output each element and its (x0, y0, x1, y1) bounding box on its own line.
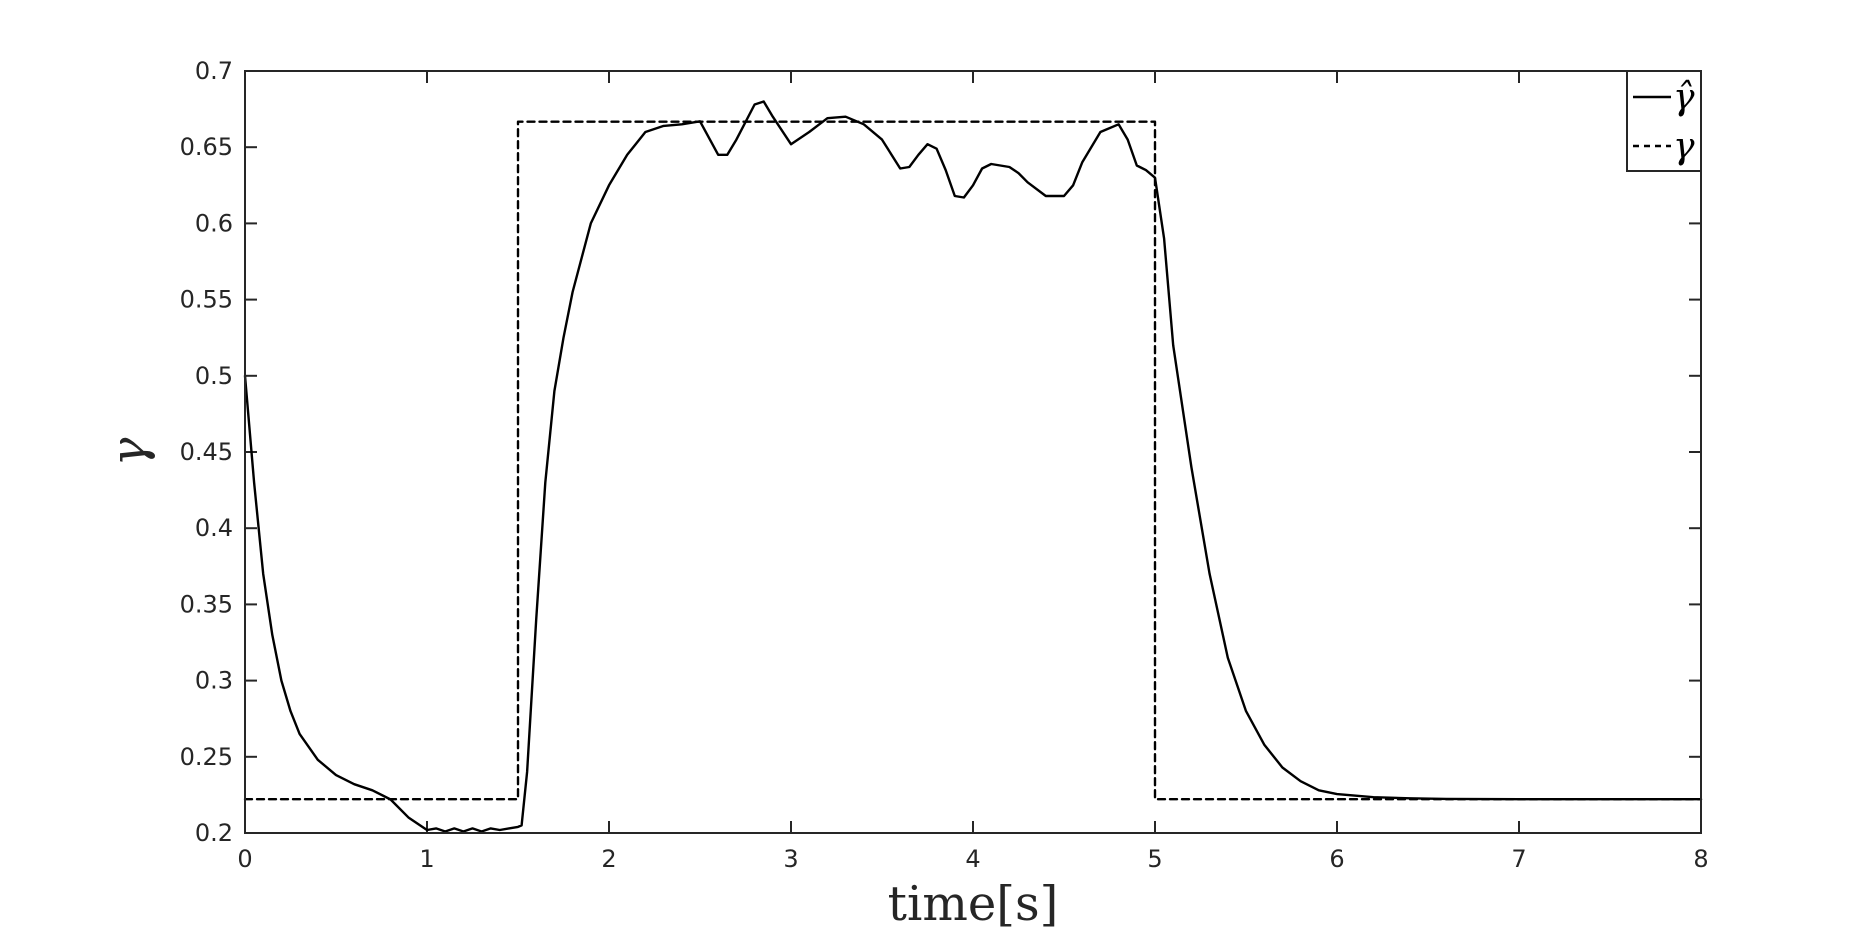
x-tick-label: 2 (601, 845, 616, 873)
legend-box (1626, 70, 1702, 172)
y-axis-label: γ (101, 437, 157, 466)
x-tick-label: 8 (1693, 845, 1708, 873)
series-group (243, 100, 1703, 833)
x-tick-label: 4 (965, 845, 980, 873)
x-axis-label: time[s] (888, 876, 1059, 927)
y-tick-label: 0.55 (180, 286, 233, 314)
y-tick-label: 0.65 (180, 133, 233, 161)
x-tick-label: 1 (419, 845, 434, 873)
y-tick-label: 0.7 (195, 57, 233, 85)
x-tick-label: 5 (1147, 845, 1162, 873)
y-tick-label: 0.35 (180, 590, 233, 618)
axis-tick-labels: 0 1 2 3 4 5 6 7 8 0.2 0.25 0.3 0.35 0.4 0.45 0.5 0.55 0.6… (180, 57, 1709, 873)
legend-label-reference: γ (1673, 126, 1695, 167)
x-tick-label: 6 (1329, 845, 1344, 873)
y-tick-label: 0.2 (195, 819, 233, 847)
y-tick-label: 0.6 (195, 209, 233, 237)
x-tick-label: 7 (1511, 845, 1526, 873)
y-tick-label: 0.5 (195, 362, 233, 390)
x-tick-label: 0 (237, 845, 252, 873)
legend: γ̂ γ (1626, 70, 1702, 172)
plot-area-border (244, 70, 1702, 834)
y-tick-label: 0.45 (180, 438, 233, 466)
y-tick-label: 0.25 (180, 743, 233, 771)
series-line-estimate (243, 100, 1703, 833)
legend-label-estimate: γ̂ (1673, 77, 1695, 118)
x-tick-label: 3 (783, 845, 798, 873)
y-tick-label: 0.3 (195, 667, 233, 695)
y-tick-label: 0.4 (195, 514, 233, 542)
series-line-reference (243, 120, 1703, 801)
